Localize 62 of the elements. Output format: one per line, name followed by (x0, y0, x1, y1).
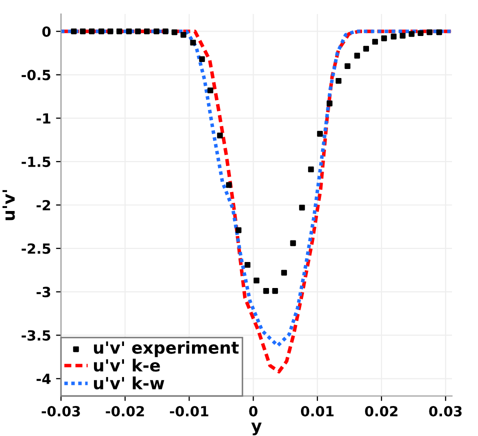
point (272, 288, 278, 294)
point (244, 262, 250, 268)
y-tick-label: -0.5 (22, 70, 50, 80)
point (190, 40, 196, 46)
point (299, 204, 305, 210)
x-tick-label: -0.02 (106, 406, 144, 416)
point (135, 28, 141, 34)
y-tick-label: -3 (36, 286, 50, 298)
point (354, 52, 360, 59)
point (326, 100, 332, 106)
point (226, 182, 232, 188)
point (426, 29, 432, 36)
point (126, 28, 132, 34)
point (390, 34, 397, 40)
point (199, 56, 205, 62)
point (236, 227, 242, 234)
point (107, 28, 114, 34)
y-tick-label: -1 (36, 113, 50, 124)
point (207, 88, 214, 94)
x-tick-label: 0.02 (365, 406, 398, 416)
point (70, 28, 77, 34)
point (290, 240, 296, 246)
y-tick-label: -3.5 (22, 330, 50, 341)
legend-label: u'v' k-w (94, 376, 164, 390)
point (281, 270, 287, 276)
point (363, 46, 369, 52)
x-axis-title: y (251, 422, 262, 436)
point (418, 30, 424, 36)
point (172, 29, 178, 36)
point (144, 28, 150, 34)
point (408, 31, 415, 37)
point (436, 29, 442, 36)
point (154, 28, 160, 34)
legend-label: u'v' k-e (94, 358, 160, 372)
x-tick-label: 0.01 (300, 406, 334, 416)
point (344, 63, 350, 69)
point (80, 28, 86, 34)
point (180, 32, 186, 38)
x-tick-label: 0 (249, 406, 258, 416)
point (263, 288, 270, 294)
point (372, 38, 378, 45)
x-tick-label: -0.01 (170, 406, 208, 416)
x-tick-label: -0.03 (42, 406, 80, 416)
y-tick-label: -2 (36, 200, 50, 210)
point (98, 28, 104, 34)
point (381, 35, 387, 42)
y-tick-label: -4 (36, 374, 51, 384)
y-tick-label: 0 (42, 26, 51, 37)
point (162, 28, 168, 34)
point (254, 278, 260, 284)
y-tick-label: -1.5 (22, 156, 50, 168)
point (336, 78, 342, 84)
point (116, 28, 122, 34)
point (308, 166, 314, 172)
y-axis-title: u'v' (2, 190, 15, 220)
legend-label: u'v' experiment (94, 340, 239, 358)
point (88, 28, 95, 34)
x-tick-label: 0.03 (429, 406, 462, 416)
point (400, 32, 406, 39)
point (317, 130, 323, 137)
point (217, 132, 223, 138)
y-tick-label: -2.5 (22, 243, 50, 254)
